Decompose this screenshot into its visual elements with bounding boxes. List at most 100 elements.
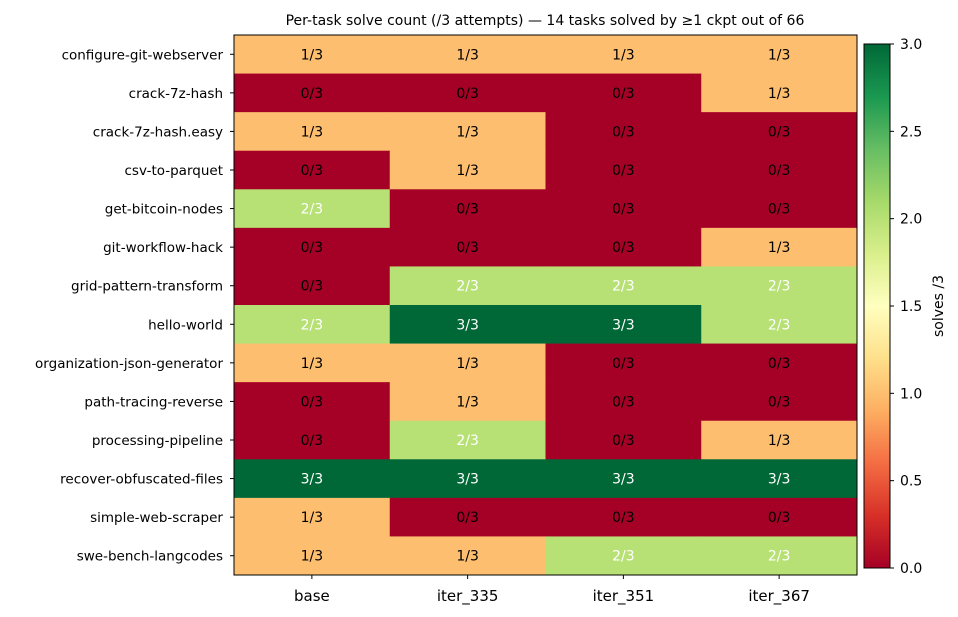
heatmap-cell bbox=[701, 343, 858, 383]
cell-value-label: 2/3 bbox=[768, 549, 791, 565]
cell-value-label: 2/3 bbox=[456, 433, 479, 449]
cell-value-label: 0/3 bbox=[301, 279, 324, 295]
row-label: path-tracing-reverse bbox=[84, 394, 223, 410]
column-label: base bbox=[294, 587, 330, 605]
heatmap-cell bbox=[234, 266, 391, 306]
cell-value-label: 0/3 bbox=[612, 433, 635, 449]
heatmap-cell bbox=[389, 420, 546, 460]
heatmap-cell bbox=[545, 189, 702, 229]
cell-value-label: 0/3 bbox=[768, 163, 791, 179]
colorbar-tick-label: 0.5 bbox=[900, 474, 922, 490]
heatmap-cell bbox=[389, 536, 546, 576]
cell-value-label: 0/3 bbox=[301, 240, 324, 256]
cell-value-label: 0/3 bbox=[612, 202, 635, 218]
heatmap-cell bbox=[545, 305, 702, 345]
heatmap-cell bbox=[389, 305, 546, 345]
heatmap-cell bbox=[389, 35, 546, 75]
column-labels: base iter_335 iter_351 iter_367 bbox=[294, 575, 810, 606]
column-label: iter_351 bbox=[593, 587, 655, 606]
colorbar-tick-label: 1.5 bbox=[900, 299, 922, 315]
heatmap-cell bbox=[389, 189, 546, 229]
cell-value-label: 3/3 bbox=[768, 472, 791, 488]
heatmap-cell bbox=[701, 189, 858, 229]
heatmap-cell bbox=[701, 382, 858, 422]
cell-value-label: 0/3 bbox=[612, 394, 635, 410]
heatmap-cell bbox=[234, 536, 391, 576]
cell-value-label: 1/3 bbox=[768, 86, 791, 102]
cell-value-label: 2/3 bbox=[301, 317, 324, 333]
heatmap-cell bbox=[234, 459, 391, 499]
plot-frame bbox=[233, 34, 858, 576]
row-label: processing-pipeline bbox=[92, 433, 223, 449]
cell-value-label: 1/3 bbox=[768, 240, 791, 256]
cell-value-label: 1/3 bbox=[456, 124, 479, 140]
cell-value-label: 0/3 bbox=[301, 86, 324, 102]
cell-value-label: 1/3 bbox=[456, 47, 479, 63]
cell-value-label: 1/3 bbox=[456, 394, 479, 410]
cell-value-label: 0/3 bbox=[768, 510, 791, 526]
cell-value-label: 3/3 bbox=[301, 472, 324, 488]
heatmap-cell bbox=[234, 420, 391, 460]
heatmap-cell bbox=[701, 497, 858, 537]
heatmap-cell bbox=[389, 382, 546, 422]
heatmap-cell bbox=[701, 420, 858, 460]
heatmap-cell bbox=[234, 382, 391, 422]
row-label: swe-bench-langcodes bbox=[77, 549, 223, 565]
heatmap-cell bbox=[701, 150, 858, 190]
colorbar-tick-label: 3.0 bbox=[900, 37, 922, 53]
cell-value-label: 1/3 bbox=[301, 124, 324, 140]
heatmap-cell bbox=[389, 497, 546, 537]
cell-value-label: 2/3 bbox=[768, 279, 791, 295]
cell-value-label: 0/3 bbox=[768, 202, 791, 218]
heatmap-cell-labels: 1/3 1/3 1/3 1/3 0/3 0/3 0/3 1/3 1/3 1/3 0/3 0/3 0/3 1… bbox=[301, 47, 791, 564]
cell-value-label: 1/3 bbox=[612, 47, 635, 63]
cell-value-label: 2/3 bbox=[768, 317, 791, 333]
heatmap-cell bbox=[545, 497, 702, 537]
cell-value-label: 0/3 bbox=[612, 510, 635, 526]
row-label: get-bitcoin-nodes bbox=[105, 202, 223, 218]
row-label: git-workflow-hack bbox=[103, 240, 223, 256]
heatmap-cell bbox=[389, 227, 546, 267]
heatmap-cell bbox=[701, 459, 858, 499]
heatmap-cell bbox=[701, 35, 858, 75]
cell-value-label: 1/3 bbox=[301, 356, 324, 372]
heatmap-cell bbox=[545, 536, 702, 576]
heatmap-cell bbox=[701, 112, 858, 152]
heatmap-cell bbox=[389, 343, 546, 383]
cell-value-label: 3/3 bbox=[612, 317, 635, 333]
cell-value-label: 0/3 bbox=[301, 163, 324, 179]
cell-value-label: 1/3 bbox=[768, 47, 791, 63]
colorbar-tick-label: 2.5 bbox=[900, 124, 922, 140]
cell-value-label: 0/3 bbox=[456, 510, 479, 526]
cell-value-label: 0/3 bbox=[456, 240, 479, 256]
heatmap-cell bbox=[389, 112, 546, 152]
heatmap-cell bbox=[545, 343, 702, 383]
cell-value-label: 3/3 bbox=[456, 472, 479, 488]
colorbar bbox=[863, 43, 891, 569]
heatmap-cell bbox=[545, 459, 702, 499]
heatmap-cell bbox=[234, 189, 391, 229]
heatmap-cell bbox=[701, 73, 858, 113]
heatmap-cell bbox=[389, 459, 546, 499]
colorbar-tick-label: 2.0 bbox=[900, 212, 922, 228]
heatmap-cell bbox=[701, 227, 858, 267]
row-label: csv-to-parquet bbox=[124, 163, 223, 179]
cell-value-label: 3/3 bbox=[456, 317, 479, 333]
cell-value-label: 1/3 bbox=[456, 549, 479, 565]
heatmap-cell bbox=[545, 382, 702, 422]
cell-value-label: 0/3 bbox=[301, 433, 324, 449]
colorbar-tick-label: 0.0 bbox=[900, 561, 922, 577]
heatmap-cells bbox=[234, 35, 858, 576]
cell-value-label: 2/3 bbox=[612, 279, 635, 295]
heatmap-cell bbox=[701, 536, 858, 576]
cell-value-label: 0/3 bbox=[612, 240, 635, 256]
cell-value-label: 1/3 bbox=[301, 47, 324, 63]
heatmap-cell bbox=[545, 35, 702, 75]
cell-value-label: 1/3 bbox=[768, 433, 791, 449]
heatmap-cell bbox=[234, 497, 391, 537]
heatmap-cell bbox=[234, 35, 391, 75]
chart-title: Per-task solve count (/3 attempts) — 14 … bbox=[286, 13, 805, 29]
cell-value-label: 1/3 bbox=[456, 163, 479, 179]
cell-value-label: 0/3 bbox=[456, 86, 479, 102]
